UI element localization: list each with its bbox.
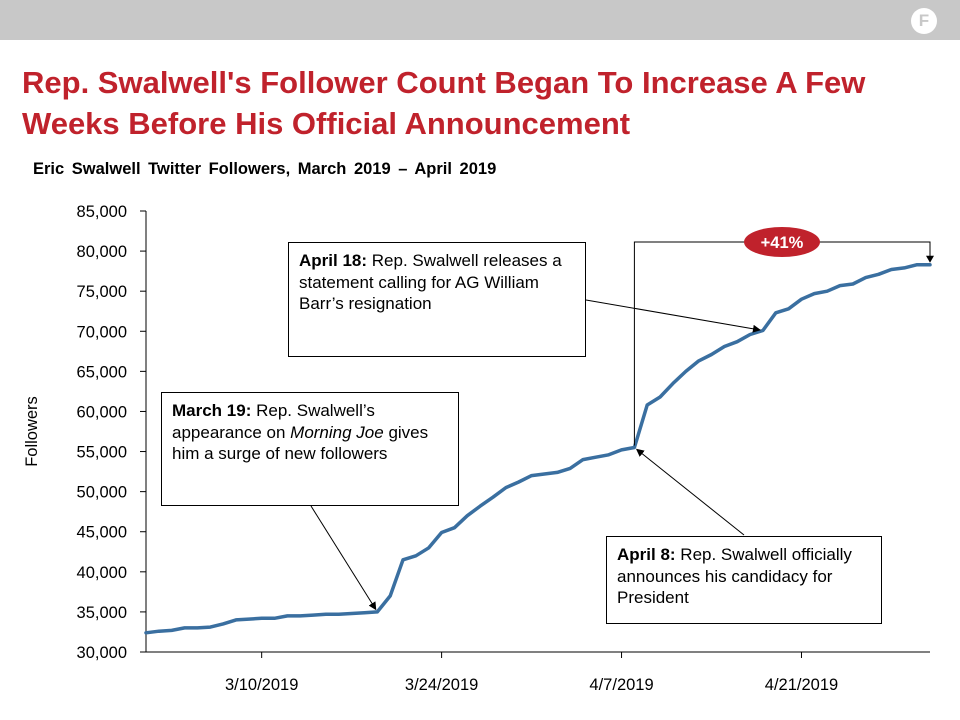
annotation-candidacy-announcement: April 8: Rep. Swalwell officially announ… — [606, 536, 882, 624]
y-tick-label: 75,000 — [77, 283, 127, 301]
annotation-date: April 18: — [299, 251, 368, 270]
x-tick-label: 3/10/2019 — [225, 676, 298, 694]
y-tick-label: 35,000 — [77, 604, 127, 622]
callout-arrow — [635, 448, 745, 536]
y-tick-label: 50,000 — [77, 484, 127, 502]
y-tick-label: 45,000 — [77, 524, 127, 542]
x-tick-label: 4/7/2019 — [589, 676, 653, 694]
plot-area — [144, 262, 932, 635]
chart-subtitle: Eric Swalwell Twitter Followers, March 2… — [33, 160, 497, 178]
top-bar: F — [0, 0, 960, 40]
y-tick-label: 70,000 — [77, 323, 127, 341]
y-tick-label: 80,000 — [77, 243, 127, 261]
annotation-text: gives him a surge of new followers — [172, 422, 429, 464]
show-name: Morning Joe — [290, 422, 384, 442]
annotation-date: March 19: — [172, 401, 252, 420]
annotation-barr-statement: April 18: Rep. Swalwell releases a state… — [288, 242, 586, 357]
y-tick-label: 30,000 — [77, 644, 127, 662]
y-tick-label: 60,000 — [77, 403, 127, 421]
percent-change-label: +41% — [761, 234, 804, 252]
y-tick-label: 40,000 — [77, 564, 127, 582]
annotation-date: April 8: — [617, 545, 676, 564]
change-bracket-arrow — [926, 255, 934, 263]
y-tick-label: 85,000 — [77, 203, 127, 221]
brand-logo: F — [911, 8, 937, 34]
follower-series-line — [144, 262, 932, 635]
chart-axes: 30,000 35,000 40,000 45,000 50,000 55,000 60,0… — [23, 203, 930, 694]
y-tick-label: 55,000 — [77, 444, 127, 462]
annotation-text: Rep. Swalwell releases a statement calli… — [299, 251, 562, 313]
y-axis-title: Followers — [23, 396, 41, 467]
annotation-text: Rep. Swalwell’s appearance on — [172, 401, 375, 442]
x-tick-label: 3/24/2019 — [405, 676, 478, 694]
change-badge-layer: +41% — [633, 227, 934, 446]
callout-arrow — [310, 505, 377, 611]
annotation-text: Rep. Swalwell officially announces his c… — [617, 545, 852, 607]
x-tick-label: 4/21/2019 — [765, 676, 838, 694]
annotation-morning-joe: March 19: Rep. Swalwell’s appearance on … — [161, 392, 459, 506]
callout-arrow — [585, 299, 761, 333]
slide-title: Rep. Swalwell's Follower Count Began To … — [22, 65, 866, 141]
y-tick-label: 65,000 — [77, 363, 127, 381]
callout-arrows — [310, 299, 761, 611]
percent-change-badge — [744, 227, 820, 257]
